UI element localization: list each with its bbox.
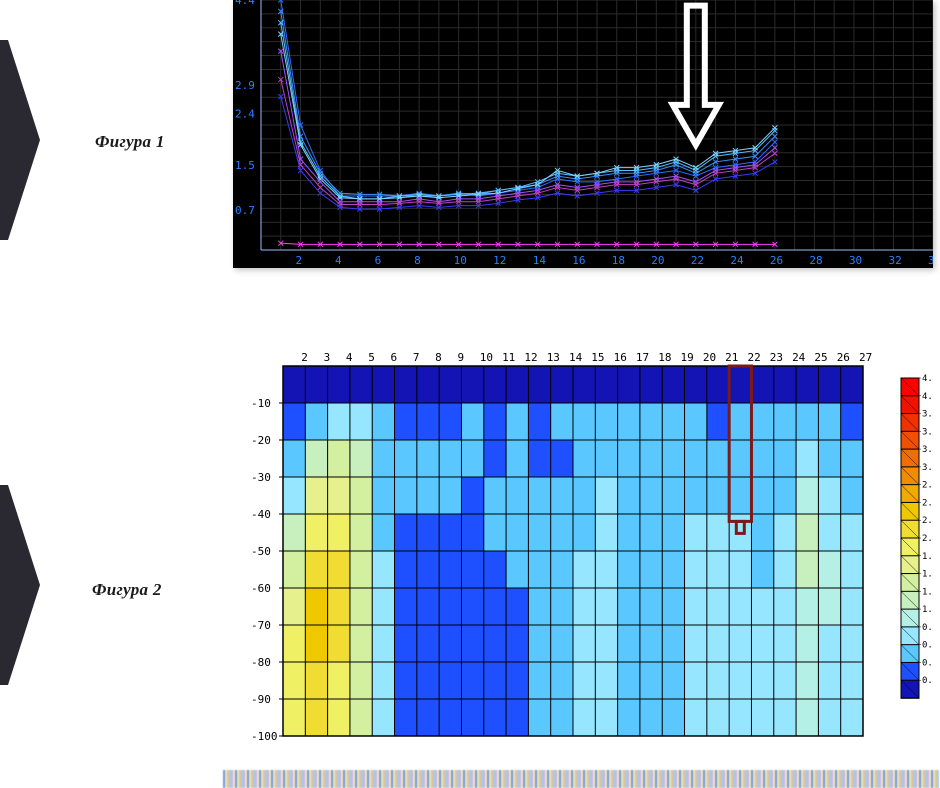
- svg-text:-30: -30: [251, 471, 271, 484]
- svg-text:1.81: 1.81: [922, 552, 933, 562]
- svg-text:-70: -70: [251, 619, 271, 632]
- svg-text:18: 18: [612, 254, 625, 267]
- svg-text:32: 32: [888, 254, 901, 267]
- svg-text:3.35: 3.35: [922, 445, 933, 455]
- svg-text:14: 14: [533, 254, 547, 267]
- svg-text:0.52: 0.52: [922, 641, 933, 651]
- svg-text:10: 10: [454, 254, 467, 267]
- svg-text:0.26: 0.26: [922, 658, 933, 668]
- svg-text:0.7: 0.7: [235, 204, 255, 217]
- line-chart-svg: 0.71.52.42.94.42468101214161820222426283…: [233, 0, 933, 268]
- svg-text:8: 8: [414, 254, 421, 267]
- svg-text:16: 16: [614, 351, 627, 364]
- svg-text:0.77: 0.77: [922, 623, 933, 633]
- svg-text:2.58: 2.58: [922, 498, 933, 508]
- svg-text:25: 25: [814, 351, 827, 364]
- svg-text:19: 19: [681, 351, 694, 364]
- svg-text:2: 2: [296, 254, 303, 267]
- svg-text:4.4: 4.4: [235, 0, 255, 7]
- svg-text:26: 26: [770, 254, 783, 267]
- svg-text:-80: -80: [251, 656, 271, 669]
- figure1-label: Фигура 1: [95, 132, 165, 152]
- figure2-label: Фигура 2: [92, 580, 162, 600]
- svg-text:2: 2: [301, 351, 308, 364]
- svg-text:-50: -50: [251, 545, 271, 558]
- svg-text:6: 6: [375, 254, 382, 267]
- svg-text:1.03: 1.03: [922, 605, 933, 615]
- svg-text:3.61: 3.61: [922, 427, 933, 437]
- svg-text:8: 8: [435, 351, 442, 364]
- svg-text:6: 6: [391, 351, 398, 364]
- svg-text:18: 18: [658, 351, 671, 364]
- svg-text:2.84: 2.84: [922, 481, 933, 491]
- svg-text:22: 22: [691, 254, 704, 267]
- svg-text:4: 4: [335, 254, 342, 267]
- svg-text:1.29: 1.29: [922, 587, 933, 597]
- svg-text:16: 16: [572, 254, 585, 267]
- svg-text:2.4: 2.4: [235, 108, 255, 121]
- svg-text:-40: -40: [251, 508, 271, 521]
- svg-text:21: 21: [725, 351, 738, 364]
- svg-text:14: 14: [569, 351, 583, 364]
- svg-text:24: 24: [792, 351, 806, 364]
- svg-text:1.55: 1.55: [922, 570, 933, 580]
- svg-text:22: 22: [747, 351, 760, 364]
- svg-text:26: 26: [837, 351, 850, 364]
- svg-text:-20: -20: [251, 434, 271, 447]
- figure2-heatmap: 2345678910111213141516171819202122232425…: [233, 348, 933, 748]
- svg-text:27: 27: [859, 351, 872, 364]
- svg-text:9: 9: [457, 351, 464, 364]
- fig2-chevron: [0, 485, 40, 685]
- heatmap-svg: 2345678910111213141516171819202122232425…: [233, 348, 933, 748]
- svg-text:10: 10: [480, 351, 493, 364]
- svg-text:4: 4: [346, 351, 353, 364]
- svg-text:30: 30: [849, 254, 862, 267]
- svg-text:15: 15: [591, 351, 604, 364]
- figure1-line-chart: 0.71.52.42.94.42468101214161820222426283…: [233, 0, 933, 268]
- svg-text:12: 12: [493, 254, 506, 267]
- svg-text:3: 3: [324, 351, 331, 364]
- svg-text:11: 11: [502, 351, 515, 364]
- page: Фигура 1 0.71.52.42.94.42468101214161820…: [0, 0, 940, 788]
- svg-text:17: 17: [636, 351, 649, 364]
- svg-text:4.39: 4.39: [922, 374, 933, 384]
- svg-text:23: 23: [770, 351, 783, 364]
- svg-text:0.00: 0.00: [922, 676, 933, 686]
- svg-text:2.9: 2.9: [235, 79, 255, 92]
- svg-text:13: 13: [547, 351, 560, 364]
- svg-text:-10: -10: [251, 397, 271, 410]
- svg-text:3.87: 3.87: [922, 410, 933, 420]
- svg-text:3.10: 3.10: [922, 463, 933, 473]
- svg-text:2.06: 2.06: [922, 534, 933, 544]
- svg-text:5: 5: [368, 351, 375, 364]
- svg-text:4.13: 4.13: [922, 392, 933, 402]
- svg-text:2.32: 2.32: [922, 516, 933, 526]
- svg-text:20: 20: [651, 254, 664, 267]
- svg-text:-100: -100: [251, 730, 278, 743]
- footer-noise-bar: [223, 770, 939, 788]
- svg-text:12: 12: [524, 351, 537, 364]
- svg-text:-90: -90: [251, 693, 271, 706]
- svg-text:28: 28: [809, 254, 822, 267]
- svg-text:7: 7: [413, 351, 420, 364]
- svg-text:20: 20: [703, 351, 716, 364]
- svg-text:-60: -60: [251, 582, 271, 595]
- fig1-chevron: [0, 40, 40, 240]
- svg-text:1.5: 1.5: [235, 159, 255, 172]
- svg-text:34: 34: [928, 254, 933, 267]
- svg-text:24: 24: [730, 254, 744, 267]
